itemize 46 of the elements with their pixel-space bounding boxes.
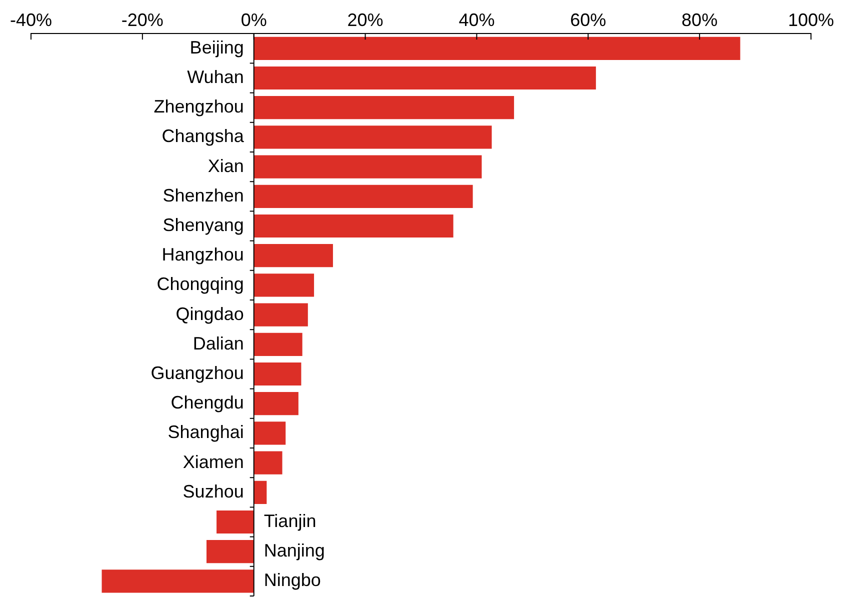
bar <box>254 274 314 297</box>
bar <box>102 570 254 593</box>
y-tick-label: Qingdao <box>176 304 244 324</box>
y-tick-label: Ningbo <box>264 570 321 590</box>
bar <box>254 214 454 238</box>
y-tick-label: Shenzhen <box>162 185 244 206</box>
y-tick-label: Suzhou <box>182 481 244 502</box>
bar <box>254 480 267 504</box>
y-tick-label: Beijing <box>190 37 244 58</box>
y-tick-label: Wuhan <box>187 66 244 87</box>
y-tick-label: Xian <box>208 156 244 176</box>
x-tick-label: 40% <box>458 10 495 30</box>
x-tick-label: 20% <box>347 10 384 30</box>
y-tick-label: Dalian <box>192 333 244 354</box>
y-tick-label: Zhengzhou <box>154 96 244 117</box>
y-tick-label: Chongqing <box>156 274 244 294</box>
bar <box>254 36 740 60</box>
x-tick-label: 0% <box>240 10 267 30</box>
bar <box>254 422 286 445</box>
y-tick-label: Nanjing <box>264 540 325 561</box>
y-tick-label: Shanghai <box>168 422 244 442</box>
bar <box>254 451 282 474</box>
x-tick-label: 60% <box>570 10 606 30</box>
bar <box>254 362 302 386</box>
bar <box>254 155 482 178</box>
x-tick-label: 80% <box>682 10 718 30</box>
y-tick-label: Xiamen <box>182 452 244 472</box>
bar <box>216 510 254 534</box>
y-tick-label: Guangzhou <box>150 362 244 383</box>
bar <box>254 303 308 326</box>
y-tick-label: Changsha <box>162 126 245 146</box>
x-tick-label: -40% <box>10 10 52 30</box>
bar <box>254 126 492 149</box>
bar <box>206 540 254 564</box>
y-tick-label: Tianjin <box>264 510 316 531</box>
y-tick-label: Hangzhou <box>162 244 244 265</box>
bar <box>254 66 596 90</box>
bar <box>254 96 514 120</box>
bar <box>254 244 333 268</box>
x-tick-label: 100% <box>788 10 834 30</box>
bar <box>254 392 298 416</box>
y-tick-label: Chengdu <box>170 392 244 413</box>
bar <box>254 184 473 208</box>
bar <box>254 332 302 356</box>
x-tick-label: -20% <box>121 10 164 30</box>
y-tick-label: Shenyang <box>162 214 244 235</box>
